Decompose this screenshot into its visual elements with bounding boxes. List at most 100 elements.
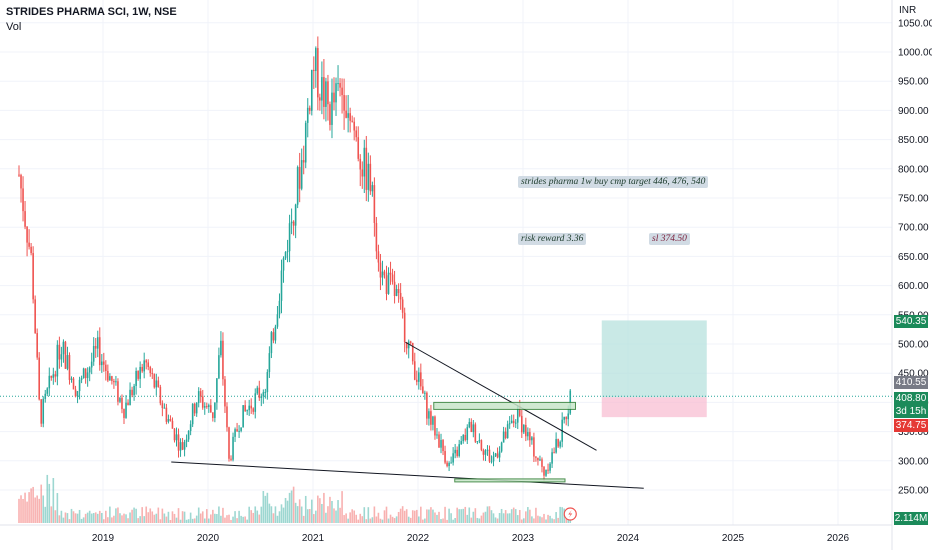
candle-body (28, 242, 30, 247)
candle-body (533, 437, 535, 457)
volume-bar (389, 514, 392, 523)
candle-body (123, 408, 125, 418)
candle-body (18, 174, 20, 176)
volume-bar (264, 495, 267, 523)
volume-bar (236, 518, 238, 523)
candle-body (343, 95, 345, 111)
volume-bar (167, 511, 170, 523)
target-note[interactable]: strides pharma 1w buy cmp target 446, 47… (518, 176, 709, 188)
volume-bar (64, 512, 67, 523)
candle-body (20, 175, 22, 189)
volume-bar (218, 506, 220, 523)
candle-body (510, 420, 513, 424)
candle-body (371, 185, 374, 192)
candle-body (24, 211, 26, 227)
candle-body (500, 442, 503, 452)
candle-body (224, 379, 226, 407)
volume-bar (539, 516, 541, 523)
lightning-icon (568, 510, 573, 518)
volume-bar (290, 490, 293, 523)
volume-bar (551, 518, 553, 523)
volume-bar (454, 517, 456, 523)
volume-bar (246, 519, 248, 523)
candle-body (478, 440, 481, 442)
volume-bar (189, 512, 192, 523)
candle-body (66, 355, 69, 369)
volume-bar (145, 506, 148, 523)
candle-body (296, 167, 299, 205)
candle-body (537, 457, 539, 461)
candle-body (563, 416, 565, 420)
candle-body (230, 458, 232, 460)
volume-bar (288, 492, 291, 523)
candle-body (440, 440, 442, 448)
volume-bar (450, 513, 452, 523)
candle-body (80, 378, 83, 380)
volume-bar (498, 513, 501, 523)
candle-body (84, 368, 87, 379)
candle-body (117, 381, 119, 402)
stop-zone (601, 397, 707, 418)
volume-bar (195, 515, 198, 523)
volume-bar (163, 513, 166, 523)
candle-body (193, 403, 196, 414)
volume-bar (137, 518, 139, 523)
volume-bar (325, 512, 327, 523)
volume-bar (159, 519, 162, 523)
volume-bar (250, 510, 253, 523)
candle-body (62, 341, 65, 355)
risk-reward-note[interactable]: risk reward 3.36 (518, 233, 587, 245)
candle-body (153, 374, 156, 388)
volume-bar (54, 510, 57, 523)
candle-body (375, 222, 378, 252)
volume-bar (306, 509, 309, 523)
volume-bar (446, 519, 448, 523)
volume-bar (214, 513, 216, 523)
y-tick-label: 250.00 (898, 486, 929, 497)
volume-bar (199, 513, 202, 523)
volume-bar (125, 514, 127, 523)
volume-bar (516, 515, 519, 523)
volume-bar (537, 515, 539, 523)
volume-bar (100, 512, 103, 523)
candle-body (260, 396, 263, 398)
candle-body (262, 392, 265, 397)
candle-body (32, 253, 34, 300)
volume-bar (559, 506, 561, 523)
stop-loss-note[interactable]: sl 374.50 (649, 233, 690, 245)
volume-bar (371, 517, 374, 523)
candle-body (547, 469, 549, 471)
volume-bar (557, 517, 559, 523)
volume-bar (228, 514, 230, 523)
candle-body (351, 120, 353, 122)
volume-bar (476, 517, 479, 523)
candle-body (516, 405, 519, 423)
volume-bar (68, 519, 71, 523)
volume-bar (52, 478, 55, 523)
volume-bar (456, 507, 458, 523)
candle-body (476, 441, 479, 443)
candle-body (34, 299, 36, 334)
volume-bar (234, 511, 236, 523)
volume-bar (280, 504, 283, 523)
volume-bar (270, 506, 273, 523)
last-price-tag: 410.55 (894, 376, 928, 389)
y-tick-label: 650.00 (898, 252, 929, 263)
candle-body (551, 452, 553, 464)
candle-body (82, 368, 85, 379)
candle-body (242, 405, 244, 428)
volume-bar (308, 509, 311, 523)
volume-bar (496, 518, 499, 523)
symbol-title[interactable]: STRIDES PHARMA SCI, 1W, NSE (6, 6, 177, 18)
volume-bar (357, 519, 360, 523)
y-tick-label: 1000.00 (898, 48, 932, 59)
candle-body (36, 333, 38, 358)
candle-body (109, 376, 111, 381)
volume-bar (78, 509, 81, 523)
volume-bar (92, 513, 95, 523)
candle-body (60, 354, 63, 360)
volume-bar (222, 507, 224, 523)
volume-bar (547, 514, 549, 523)
